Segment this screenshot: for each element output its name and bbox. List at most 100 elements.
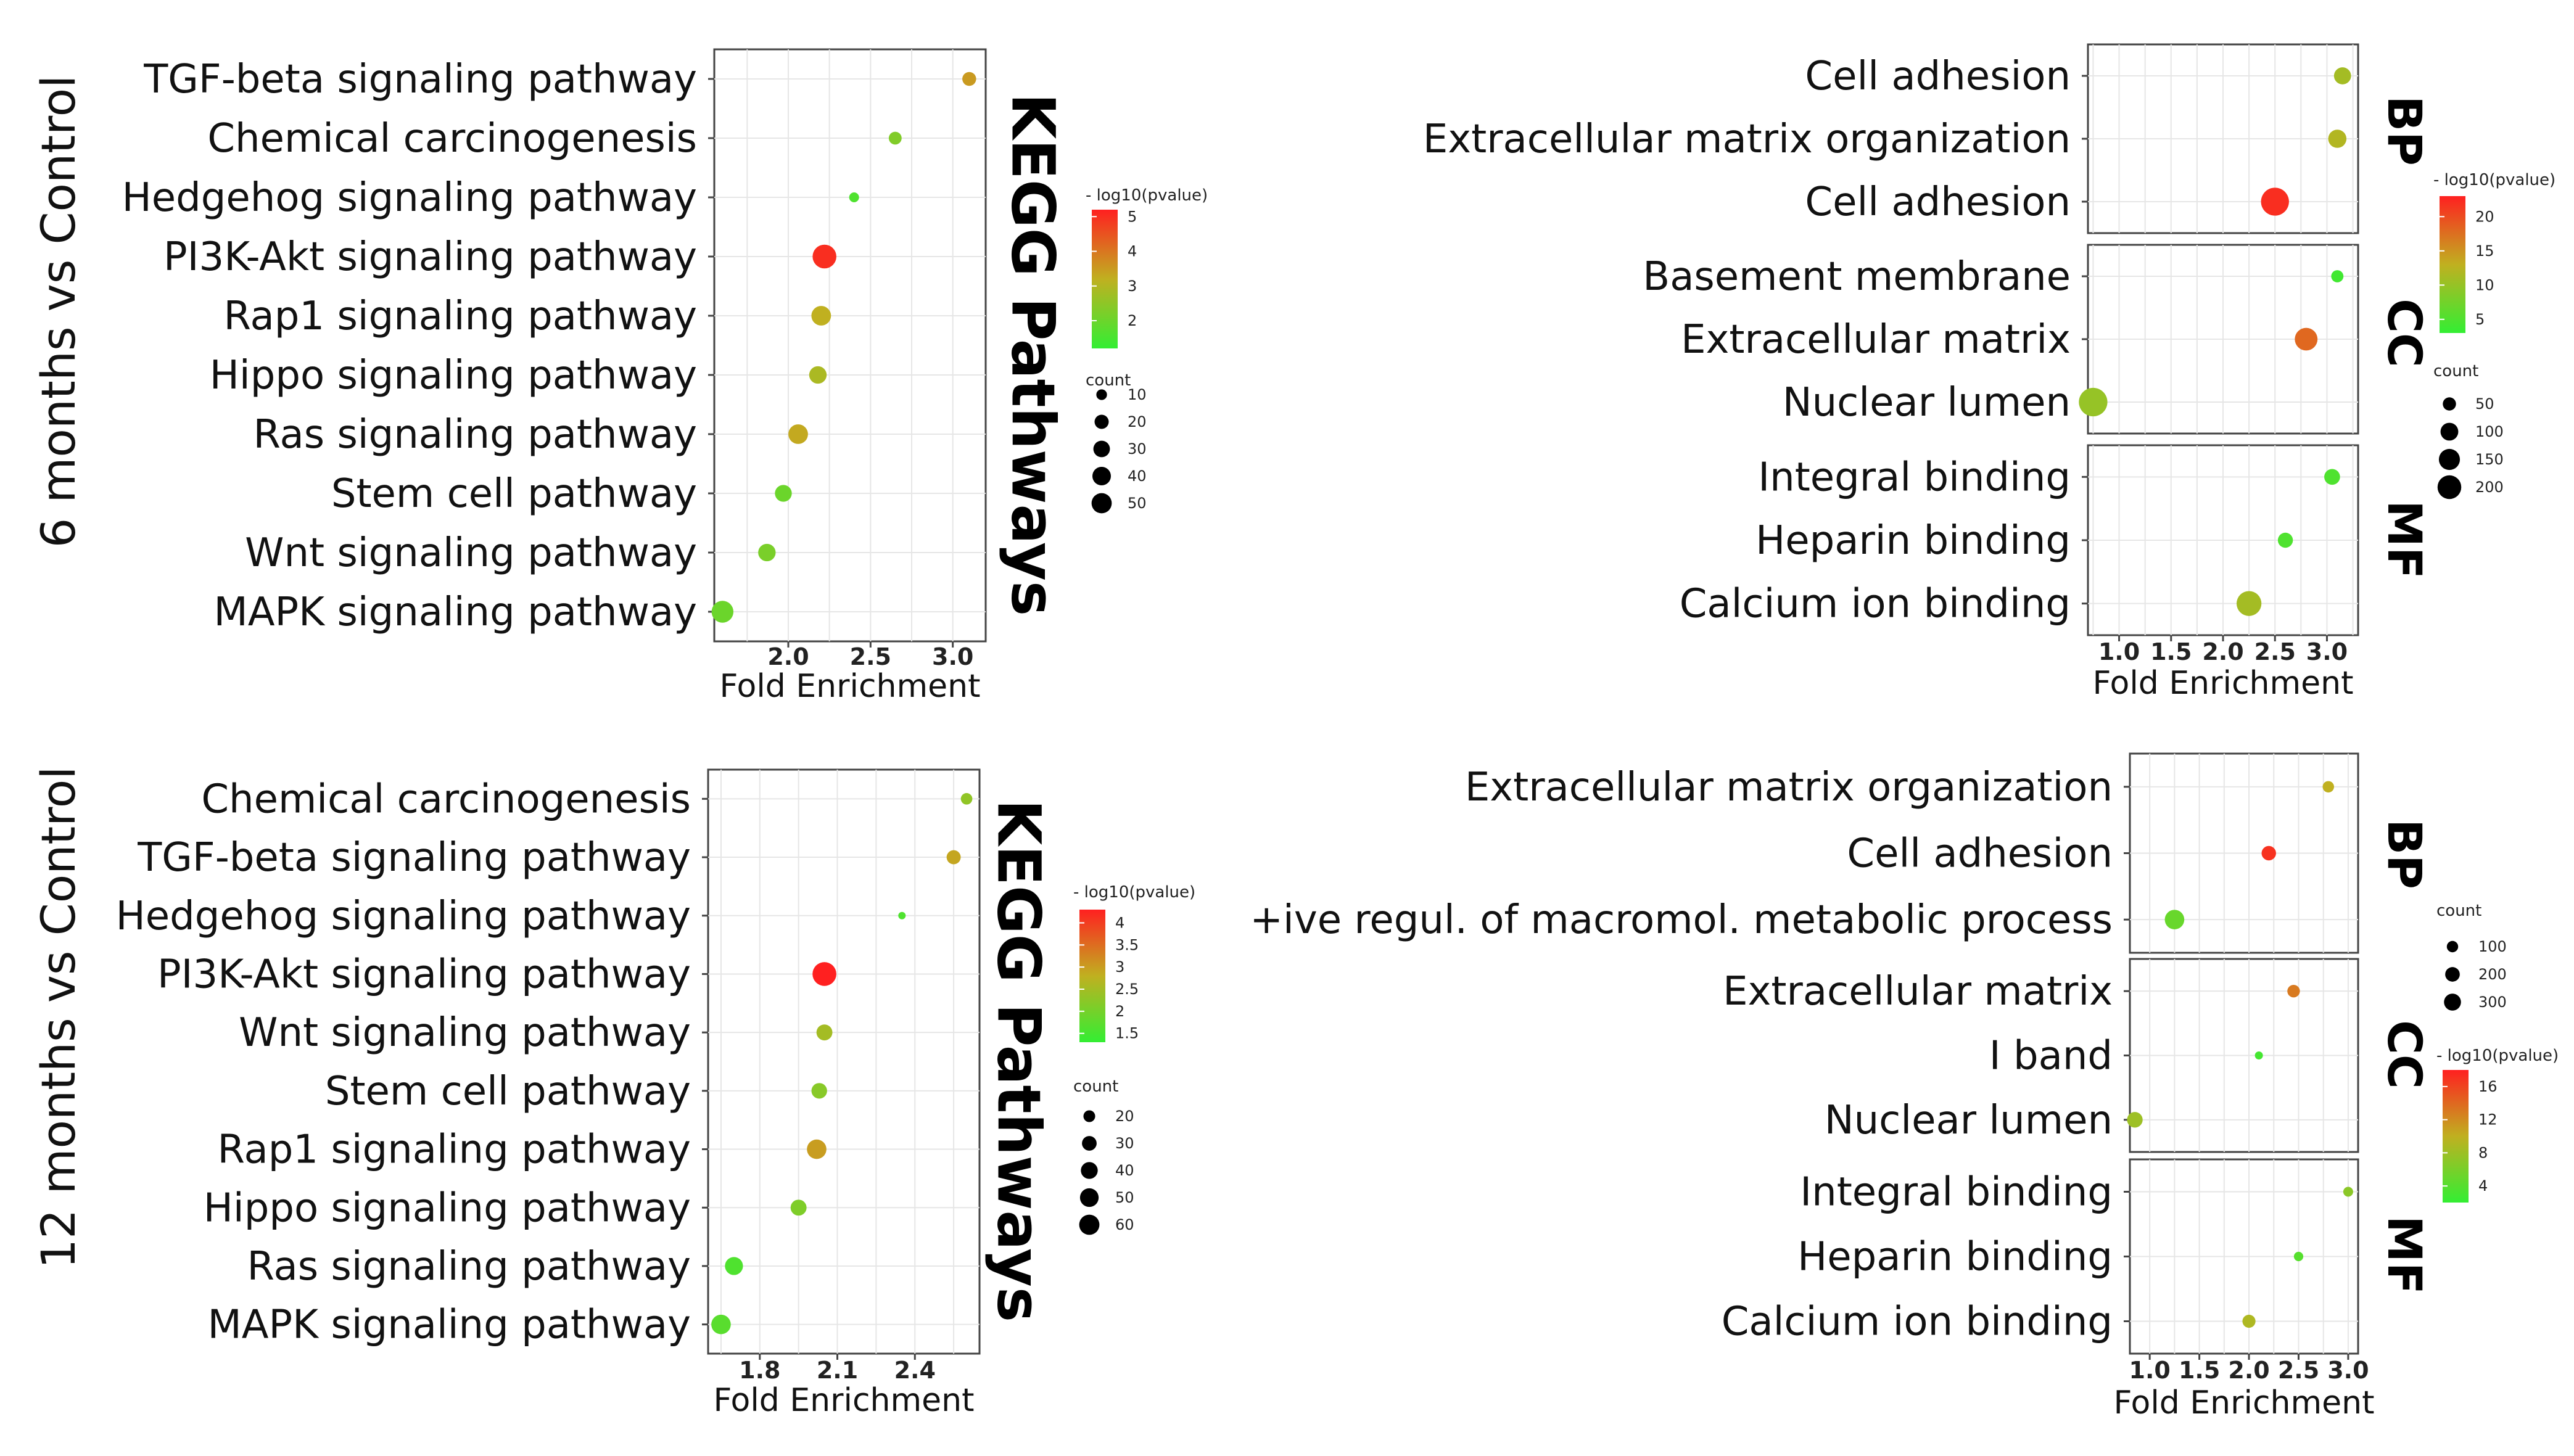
- term-label: Calcium ion binding: [1680, 582, 2071, 627]
- data-point: [2324, 469, 2340, 485]
- plot-area: Chemical carcinogenesis TGF-beta signalin…: [116, 768, 981, 1355]
- kegg-pathways-title: KEGG Pathways: [999, 93, 1068, 616]
- panel-kegg-12m: Chemical carcinogenesis TGF-beta signalin…: [116, 768, 1195, 1419]
- data-point: [898, 911, 906, 919]
- facet-label-cc: CC: [2377, 1020, 2432, 1089]
- color-tick-label: 2.5: [1115, 981, 1139, 998]
- data-point: [2331, 270, 2344, 282]
- term-label: Extracellular matrix: [1723, 969, 2113, 1014]
- term-label: I band: [1989, 1034, 2113, 1079]
- size-key-dot: [2446, 940, 2459, 953]
- size-key-label: 150: [2475, 451, 2504, 468]
- facet-mf: Integral binding Heparin binding Calcium i…: [1680, 444, 2432, 636]
- size-key-dot: [2438, 448, 2461, 471]
- data-point: [849, 192, 859, 202]
- color-legend-title: - log10(pvalue): [1086, 186, 1208, 205]
- size-key-label: 40: [1115, 1162, 1134, 1179]
- color-tick-label: 3: [1115, 958, 1124, 976]
- facet-bp: Extracellular matrix organization Cell ad…: [1250, 752, 2432, 954]
- data-point: [946, 850, 961, 865]
- size-key-label: 200: [2478, 966, 2507, 983]
- color-tick-label: 3: [1128, 278, 1137, 295]
- size-key-label: 30: [1128, 440, 1147, 458]
- data-point: [2079, 387, 2108, 417]
- size-key-dot: [1093, 440, 1110, 458]
- x-tick-label: 2.4: [894, 1357, 936, 1384]
- x-tick-label: 2.1: [817, 1357, 858, 1384]
- x-axis-title: Fold Enrichment: [713, 1382, 974, 1419]
- color-tick-label: 3.5: [1115, 936, 1139, 953]
- x-tick-label: 2.5: [850, 643, 891, 670]
- size-key-dot: [2440, 422, 2459, 441]
- legend: - log10(pvalue) 5 10 15 20 count 50 100 150 200: [2433, 171, 2555, 500]
- size-legend-title: count: [1073, 1077, 1118, 1096]
- size-key-label: 30: [1115, 1135, 1134, 1152]
- data-point: [2261, 187, 2289, 216]
- data-point: [2242, 1314, 2256, 1328]
- term-label: Chemical carcinogenesis: [207, 116, 697, 162]
- term-label: Rap1 signaling pathway: [223, 294, 697, 339]
- color-tick-label: 5: [1128, 208, 1137, 225]
- data-point: [711, 601, 734, 623]
- size-key-label: 300: [2478, 993, 2507, 1011]
- term-label: Extracellular matrix organization: [1423, 117, 2071, 162]
- term-label: Stem cell pathway: [331, 471, 697, 517]
- data-point: [725, 1257, 743, 1275]
- size-key-label: 100: [2478, 938, 2507, 955]
- size-key-dot: [1079, 1214, 1100, 1235]
- color-tick-label: 2: [1128, 312, 1137, 329]
- data-point: [2328, 130, 2347, 148]
- term-label: Calcium ion binding: [1722, 1299, 2113, 1345]
- term-label: Basement membrane: [1643, 254, 2071, 300]
- facet-label-mf: MF: [2377, 500, 2432, 579]
- term-label: Rap1 signaling pathway: [217, 1127, 691, 1173]
- term-label: TGF-beta signaling pathway: [137, 835, 691, 881]
- size-key-label: 20: [1128, 413, 1147, 430]
- facet-label-cc: CC: [2377, 298, 2432, 368]
- size-key-dot: [1096, 389, 1107, 400]
- x-tick-label: 1.0: [2129, 1357, 2171, 1384]
- size-key-label: 50: [1115, 1189, 1134, 1206]
- term-label: Cell adhesion: [1805, 54, 2071, 99]
- panel-go-12m: Extracellular matrix organization Cell ad…: [1250, 752, 2559, 1421]
- x-tick-label: 1.5: [2150, 638, 2192, 665]
- data-point: [960, 793, 973, 805]
- term-label: Hippo signaling pathway: [210, 353, 697, 398]
- size-key-dot: [1092, 466, 1112, 486]
- color-tick-label: 2: [1115, 1003, 1124, 1020]
- data-point: [811, 1083, 827, 1099]
- data-point: [758, 543, 776, 562]
- data-point: [2164, 910, 2185, 929]
- color-tick-label: 8: [2478, 1144, 2488, 1161]
- term-label: Chemical carcinogenesis: [201, 776, 691, 822]
- facet-label-mf: MF: [2377, 1215, 2432, 1294]
- x-tick-label: 2.0: [2228, 1357, 2269, 1384]
- size-key-dot: [1081, 1162, 1098, 1179]
- data-point: [807, 1139, 827, 1159]
- x-tick-label: 1.8: [739, 1357, 780, 1384]
- legend: - log10(pvalue) 4 8 12 16 count 100 200 300: [2436, 902, 2559, 1203]
- x-tick-label: 3.0: [932, 643, 973, 670]
- panel-kegg-6m: TGF-beta signaling pathway Chemical carci…: [122, 48, 1208, 705]
- size-key-label: 100: [2475, 423, 2504, 440]
- term-label: Nuclear lumen: [1825, 1098, 2113, 1143]
- term-label: Hedgehog signaling pathway: [122, 175, 697, 221]
- panel-go-6m: Cell adhesion Extracellular matrix organi…: [1423, 43, 2555, 702]
- size-key-label: 40: [1128, 467, 1147, 485]
- facet-mf: Integral binding Heparin binding Calcium i…: [1722, 1158, 2432, 1355]
- color-tick-label: 4: [1128, 243, 1137, 260]
- color-bar: [2443, 1070, 2469, 1203]
- color-tick-label: 15: [2475, 242, 2494, 260]
- plot-frame: [707, 768, 981, 1355]
- size-key-label: 200: [2475, 479, 2504, 496]
- facet-bp: Cell adhesion Extracellular matrix organi…: [1423, 43, 2432, 234]
- color-bar: [1079, 910, 1105, 1042]
- size-key-dot: [1083, 1110, 1095, 1122]
- kegg-pathways-title: KEGG Pathways: [984, 799, 1054, 1322]
- term-label: Extracellular matrix organization: [1465, 765, 2113, 810]
- data-point: [809, 366, 827, 384]
- term-label: TGF-beta signaling pathway: [143, 57, 697, 102]
- term-label: +ive regul. of macromol. metabolic proce…: [1250, 897, 2113, 943]
